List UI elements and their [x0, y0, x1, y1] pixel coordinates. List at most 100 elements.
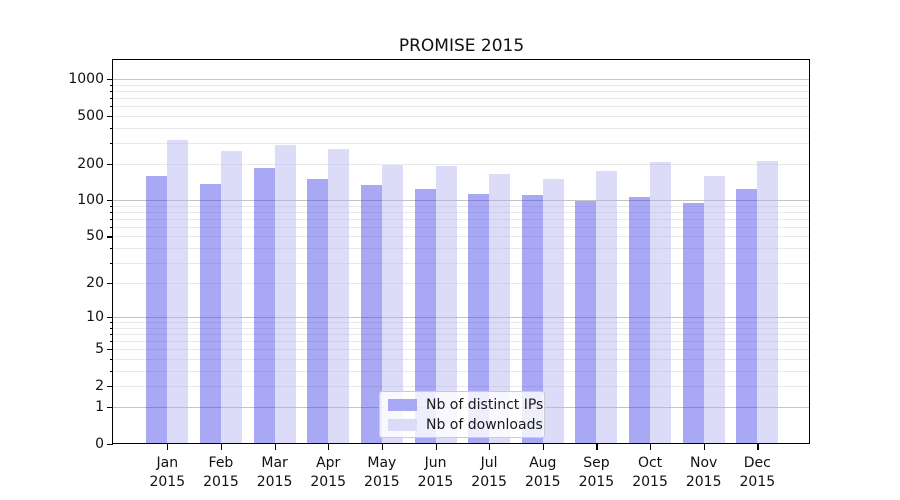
gridline-4 — [113, 358, 810, 360]
gridline-30 — [113, 262, 810, 264]
x-tick-jun — [435, 443, 437, 451]
bar-downloads-feb — [220, 150, 242, 444]
y-tick-1000 — [106, 79, 113, 81]
x-tick-label-feb: Feb 2015 — [203, 454, 239, 490]
bar-downloads-jun — [435, 165, 457, 444]
gridline-300 — [113, 142, 810, 144]
y-tick-80 — [109, 211, 113, 214]
y-tick-50 — [106, 236, 113, 238]
gridline-600 — [113, 106, 810, 108]
legend-item-downloads: Nb of downloads — [388, 417, 544, 433]
y-tick-60 — [109, 226, 113, 229]
bar-ips-jul — [468, 194, 490, 444]
gridline-5 — [113, 349, 810, 351]
legend-swatch-distinct-ips — [388, 398, 417, 411]
bar-downloads-jan — [167, 139, 189, 444]
y-tick-label-200: 200 — [77, 155, 104, 172]
gridline-6 — [113, 341, 810, 343]
x-tick-jan — [167, 443, 169, 451]
x-tick-apr — [328, 443, 330, 451]
bar-ips-aug — [521, 194, 543, 444]
bar-ips-oct — [629, 196, 651, 444]
bar-ips-may — [360, 184, 382, 444]
gridline-400 — [113, 127, 810, 129]
gridline-60 — [113, 226, 810, 228]
y-tick-900 — [109, 84, 113, 87]
bar-downloads-jul — [489, 173, 511, 444]
y-tick-90 — [109, 205, 113, 207]
y-tick-3 — [109, 370, 113, 372]
gridline-3 — [113, 370, 810, 372]
y-tick-8 — [109, 327, 113, 329]
x-tick-label-apr: Apr 2015 — [310, 454, 347, 490]
y-tick-1 — [106, 407, 113, 409]
gridline-10 — [113, 317, 810, 319]
bar-downloads-sep — [596, 170, 618, 444]
y-tick-800 — [109, 91, 113, 93]
gridline-500 — [113, 115, 810, 117]
gridline-90 — [113, 205, 810, 207]
y-tick-200 — [106, 163, 113, 166]
chart-title: PROMISE 2015 — [398, 36, 525, 56]
x-tick-label-aug: Aug 2015 — [524, 454, 561, 490]
gridline-100 — [113, 200, 810, 202]
x-tick-label-jun: Jun 2015 — [417, 454, 454, 490]
x-tick-label-nov: Nov 2015 — [685, 454, 722, 490]
gridline-2 — [113, 385, 810, 387]
x-tick-nov — [703, 443, 705, 451]
y-tick-10 — [106, 317, 113, 319]
y-tick-label-0: 0 — [95, 435, 104, 452]
bar-ips-nov — [682, 202, 704, 444]
y-tick-label-50: 50 — [86, 228, 104, 245]
gridline-800 — [113, 91, 810, 93]
legend-item-distinct-ips: Nb of distinct IPs — [388, 397, 544, 413]
x-tick-label-oct: Oct 2015 — [632, 454, 668, 490]
x-tick-label-jul: Jul 2015 — [471, 454, 507, 490]
y-tick-100 — [106, 200, 113, 202]
y-tick-2 — [106, 385, 113, 387]
legend-label-downloads: Nb of downloads — [426, 416, 543, 433]
bar-ips-jan — [146, 175, 168, 444]
x-tick-label-may: May 2015 — [364, 454, 400, 490]
bar-ips-mar — [253, 167, 275, 444]
y-tick-label-2: 2 — [95, 377, 104, 394]
x-tick-oct — [650, 443, 652, 451]
gridline-50 — [113, 236, 810, 238]
bar-downloads-mar — [274, 145, 296, 444]
y-tick-400 — [109, 127, 113, 129]
y-tick-0 — [106, 443, 113, 445]
y-tick-label-1: 1 — [95, 399, 104, 416]
x-tick-label-sep: Sep 2015 — [578, 454, 615, 490]
legend: Nb of distinct IPs Nb of downloads — [379, 391, 545, 438]
gridline-20 — [113, 283, 810, 285]
y-tick-300 — [109, 142, 113, 144]
y-tick-label-5: 5 — [95, 341, 104, 358]
bar-downloads-oct — [650, 162, 672, 444]
gridline-900 — [113, 84, 810, 86]
bar-ips-jun — [414, 189, 436, 444]
gridline-70 — [113, 218, 810, 220]
plot-area — [113, 60, 810, 444]
y-tick-6 — [109, 341, 113, 343]
y-tick-600 — [109, 106, 113, 108]
y-tick-70 — [109, 218, 113, 221]
bar-downloads-may — [381, 165, 403, 444]
bar-downloads-apr — [328, 149, 350, 444]
x-tick-sep — [596, 443, 598, 451]
x-tick-feb — [220, 443, 223, 451]
x-tick-mar — [274, 443, 276, 451]
legend-swatch-downloads — [388, 418, 417, 431]
y-tick-9 — [109, 322, 113, 324]
x-tick-dec — [757, 443, 759, 451]
y-tick-7 — [109, 334, 113, 336]
gridline-200 — [113, 163, 810, 165]
y-tick-500 — [106, 115, 113, 117]
bar-ips-dec — [736, 189, 758, 444]
gridline-8 — [113, 327, 810, 329]
y-tick-label-1000: 1000 — [68, 71, 104, 88]
gridline-7 — [113, 334, 810, 336]
legend-label-distinct-ips: Nb of distinct IPs — [426, 396, 544, 413]
bar-ips-apr — [307, 179, 329, 444]
y-tick-label-500: 500 — [77, 107, 104, 124]
